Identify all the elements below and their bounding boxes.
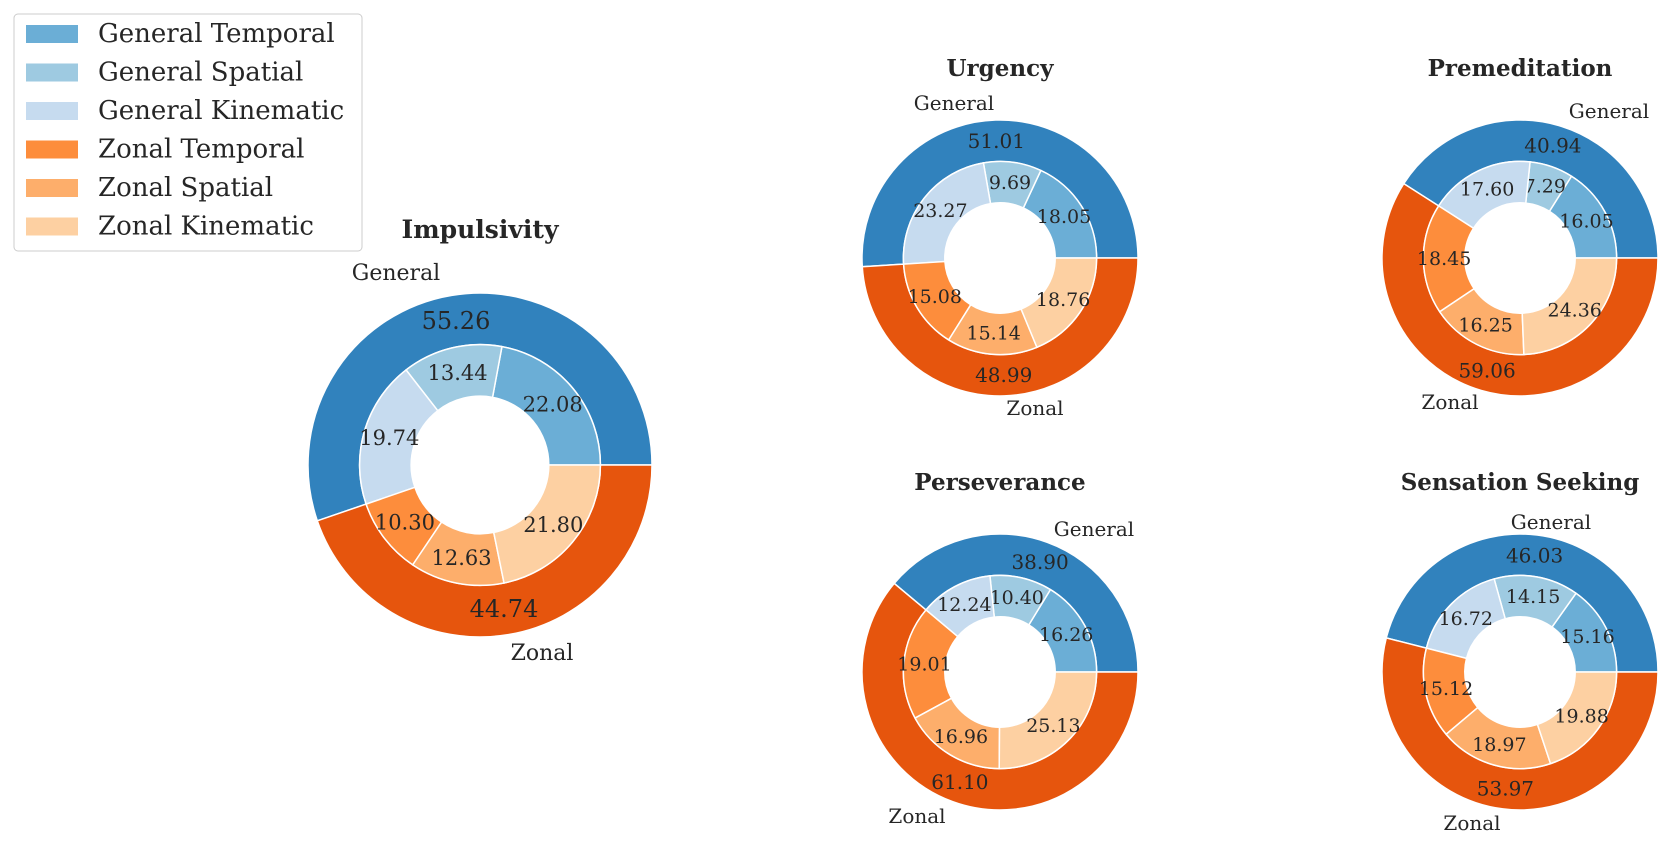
inner-value-label-general-temporal: 15.16 <box>1560 626 1614 648</box>
inner-value-label-general-kinematic: 12.24 <box>937 594 991 616</box>
legend-swatch-general-kinematic <box>26 102 78 120</box>
outer-value-label-zonal: 61.10 <box>931 770 988 794</box>
inner-value-label-zonal-kinematic: 25.13 <box>1026 715 1080 737</box>
inner-value-label-general-temporal: 18.05 <box>1037 206 1091 228</box>
inner-value-label-zonal-temporal: 19.01 <box>897 653 951 675</box>
inner-value-label-zonal-temporal: 15.08 <box>908 286 962 308</box>
outer-category-label-zonal: Zonal <box>1443 811 1500 835</box>
inner-wedge-zonal-kinematic <box>1020 257 1098 349</box>
inner-value-label-zonal-spatial: 16.25 <box>1458 315 1512 337</box>
chart-title-impulsivity: Impulsivity <box>402 215 560 244</box>
legend-swatch-zonal-temporal <box>26 140 78 159</box>
outer-category-label-zonal: Zonal <box>511 641 574 666</box>
outer-value-label-general: 46.03 <box>1506 544 1563 568</box>
outer-category-label-general: General <box>1569 99 1649 123</box>
inner-value-label-zonal-spatial: 16.96 <box>934 726 988 748</box>
legend-label-zonal-kinematic: Zonal Kinematic <box>98 212 314 242</box>
chart-title-sensation-seeking: Sensation Seeking <box>1401 469 1640 496</box>
outer-value-label-general: 51.01 <box>968 129 1025 153</box>
inner-value-label-zonal-spatial: 15.14 <box>966 323 1020 345</box>
inner-value-label-zonal-kinematic: 24.36 <box>1547 300 1601 322</box>
outer-category-label-general: General <box>352 261 440 286</box>
legend-label-zonal-spatial: Zonal Spatial <box>98 173 273 203</box>
outer-value-label-general: 55.26 <box>422 307 491 335</box>
legend-label-zonal-temporal: Zonal Temporal <box>98 135 304 165</box>
inner-value-label-zonal-kinematic: 21.80 <box>523 513 583 537</box>
chart-title-perseverance: Perseverance <box>914 469 1085 496</box>
inner-value-label-general-temporal: 16.26 <box>1039 624 1093 646</box>
chart-title-urgency: Urgency <box>947 55 1055 82</box>
outer-value-label-zonal: 48.99 <box>975 363 1032 387</box>
inner-value-label-general-kinematic: 16.72 <box>1439 608 1493 630</box>
charts-area: 55.26 44.74 22.08 13.44 19.74 10.30 12.63 21.80… <box>307 55 1659 835</box>
inner-value-label-general-spatial: 10.40 <box>989 587 1043 609</box>
donut-chart-premeditation: 40.94 59.06 16.05 7.29 17.60 18.45 16.25 24.36 P… <box>1381 55 1659 414</box>
outer-value-label-zonal: 59.06 <box>1458 359 1515 383</box>
inner-value-label-general-spatial: 7.29 <box>1524 175 1566 197</box>
inner-value-label-general-spatial: 14.15 <box>1506 586 1560 608</box>
legend-swatch-general-spatial <box>26 63 78 82</box>
inner-wedge-zonal-kinematic <box>492 464 602 584</box>
legend-swatch-general-temporal <box>26 25 78 43</box>
inner-value-label-general-kinematic: 23.27 <box>913 200 967 222</box>
inner-wedge-zonal-kinematic <box>998 671 1098 770</box>
outer-value-label-general: 40.94 <box>1524 133 1581 157</box>
outer-category-label-general: General <box>914 91 994 115</box>
inner-value-label-general-kinematic: 17.60 <box>1460 179 1514 201</box>
legend-swatch-zonal-kinematic <box>26 217 78 236</box>
inner-wedge-general-temporal <box>491 345 602 466</box>
outer-value-label-zonal: 53.97 <box>1477 776 1534 800</box>
legend-swatch-zonal-spatial <box>26 179 78 197</box>
inner-value-label-zonal-temporal: 15.12 <box>1419 678 1473 700</box>
outer-category-label-zonal: Zonal <box>888 804 945 828</box>
inner-value-label-zonal-temporal: 18.45 <box>1417 248 1471 270</box>
outer-category-label-general: General <box>1511 510 1591 534</box>
outer-category-label-zonal: Zonal <box>1006 396 1063 420</box>
inner-value-label-zonal-kinematic: 18.76 <box>1036 289 1090 311</box>
outer-value-label-zonal: 44.74 <box>470 595 539 623</box>
legend-label-general-temporal: General Temporal <box>98 19 335 49</box>
inner-value-label-general-kinematic: 19.74 <box>359 426 419 450</box>
legend-label-general-kinematic: General Kinematic <box>98 96 344 126</box>
legend-label-general-spatial: General Spatial <box>98 58 303 88</box>
chart-title-premeditation: Premeditation <box>1428 55 1613 82</box>
inner-value-label-zonal-spatial: 18.97 <box>1472 734 1526 756</box>
donut-chart-impulsivity: 55.26 44.74 22.08 13.44 19.74 10.30 12.63 21.80… <box>307 215 653 666</box>
outer-category-label-zonal: Zonal <box>1421 390 1478 414</box>
outer-category-label-general: General <box>1054 517 1134 541</box>
legend: General Temporal General Spatial General K… <box>13 13 363 252</box>
inner-value-label-zonal-kinematic: 19.88 <box>1554 705 1608 727</box>
outer-value-label-general: 38.90 <box>1011 550 1068 574</box>
legend-frame <box>13 13 363 252</box>
inner-value-label-general-temporal: 22.08 <box>523 393 583 417</box>
inner-value-label-general-spatial: 9.69 <box>989 172 1031 194</box>
inner-value-label-zonal-spatial: 12.63 <box>432 546 492 570</box>
inner-value-label-general-temporal: 16.05 <box>1559 210 1613 232</box>
inner-value-label-general-spatial: 13.44 <box>428 361 488 385</box>
inner-wedge-zonal-kinematic <box>1521 257 1618 356</box>
inner-wedge-zonal-kinematic <box>1536 671 1618 765</box>
inner-value-label-zonal-temporal: 10.30 <box>375 511 435 535</box>
